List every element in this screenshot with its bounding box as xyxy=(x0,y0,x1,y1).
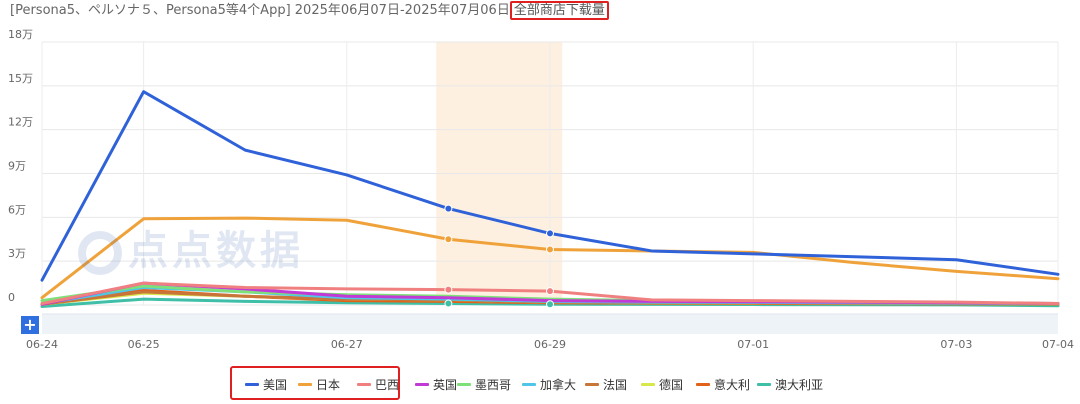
y-tick-label: 3万 xyxy=(8,247,26,260)
y-tick-label: 6万 xyxy=(8,203,26,216)
series-point xyxy=(546,300,554,309)
x-tick-label: 07-04 xyxy=(1042,338,1074,351)
series-points xyxy=(444,204,554,309)
x-tick-label: 06-24 xyxy=(26,338,58,351)
series-point xyxy=(546,229,554,238)
chart-title-metric: 全部商店下载量 xyxy=(509,1,609,20)
legend-swatch xyxy=(457,383,471,386)
legend-swatch xyxy=(357,383,371,386)
legend-label: 英国 xyxy=(433,378,458,392)
y-tick-label: 18万 xyxy=(8,28,33,41)
legend-label: 澳大利亚 xyxy=(775,378,824,392)
legend-item[interactable]: 墨西哥 xyxy=(457,376,511,393)
series-point xyxy=(444,285,453,294)
series-point xyxy=(546,245,554,254)
x-tick-label: 07-03 xyxy=(940,338,972,351)
series-point xyxy=(444,299,453,308)
legend-item[interactable]: 美国 xyxy=(245,376,287,393)
chart-title-main: [Persona5、ペルソナ５、Persona5等4个App] 2025年06月… xyxy=(10,3,510,18)
series-point xyxy=(546,287,554,296)
legend-swatch xyxy=(641,383,655,386)
y-axis-ticks: 0 3万 6万 9万 12万 15万 18万 xyxy=(8,28,33,304)
x-tick-label: 06-25 xyxy=(128,338,160,351)
watermark-text: 点点数据 xyxy=(128,228,304,274)
legend-label: 墨西哥 xyxy=(475,378,512,392)
legend-swatch xyxy=(415,383,429,386)
series-point xyxy=(444,235,453,244)
brand-logo-icon xyxy=(78,231,122,275)
y-tick-label: 12万 xyxy=(8,116,33,129)
x-tick-label: 06-29 xyxy=(534,338,566,351)
legend-item[interactable]: 法国 xyxy=(585,376,627,393)
legend-swatch xyxy=(522,383,536,386)
legend-label: 美国 xyxy=(263,378,288,392)
y-tick-label: 15万 xyxy=(8,72,33,85)
legend-label: 法国 xyxy=(603,378,628,392)
legend-label: 日本 xyxy=(316,378,341,392)
line-chart: 0 3万 6万 9万 12万 15万 18万 06-24 06-25 06-27 06-29 07-… xyxy=(8,28,1074,351)
chart-title: [Persona5、ペルソナ５、Persona5等4个App] 2025年06月… xyxy=(10,1,609,20)
x-tick-label: 06-27 xyxy=(331,338,363,351)
legend-item[interactable]: 德国 xyxy=(641,376,683,393)
legend-item[interactable]: 巴西 xyxy=(357,376,399,393)
legend-label: 巴西 xyxy=(375,378,400,392)
x-axis-ticks: 06-24 06-25 06-27 06-29 07-01 07-03 07-04 xyxy=(26,338,1074,351)
legend-swatch xyxy=(585,383,599,386)
legend-swatch xyxy=(757,383,771,386)
legend-swatch xyxy=(245,383,259,386)
legend-swatch xyxy=(696,383,710,386)
legend-label: 加拿大 xyxy=(540,378,577,392)
legend-highlight-box xyxy=(230,366,400,400)
legend-item[interactable]: 澳大利亚 xyxy=(757,376,823,393)
legend-item[interactable]: 英国 xyxy=(415,376,457,393)
range-slider-track xyxy=(42,314,1058,334)
legend-swatch xyxy=(298,383,312,386)
zoom-plus-button[interactable]: + xyxy=(21,316,39,334)
y-tick-label: 9万 xyxy=(8,160,26,173)
y-tick-label: 0 xyxy=(8,291,15,304)
watermark-logo: 点点数据 xyxy=(78,218,304,276)
series-point xyxy=(444,204,453,213)
legend-item[interactable]: 日本 xyxy=(298,376,340,393)
legend-label: 德国 xyxy=(659,378,684,392)
range-slider xyxy=(42,313,1058,334)
legend: 美国 日本 巴西 英国 墨西哥 加拿大 法国 德国 意大利 澳大利亚 xyxy=(0,372,1080,394)
legend-item[interactable]: 意大利 xyxy=(696,376,750,393)
legend-item[interactable]: 加拿大 xyxy=(522,376,576,393)
legend-label: 意大利 xyxy=(714,378,751,392)
x-tick-label: 07-01 xyxy=(737,338,769,351)
